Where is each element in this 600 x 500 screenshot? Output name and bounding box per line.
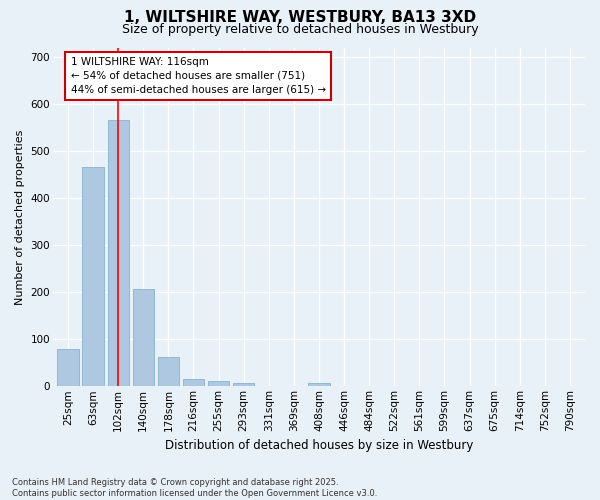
Bar [158,357,179,386]
Bar [82,168,104,386]
Text: 1 WILTSHIRE WAY: 116sqm
← 54% of detached houses are smaller (751)
44% of semi-d: 1 WILTSHIRE WAY: 116sqm ← 54% of detache… [71,57,326,95]
Bar [308,383,329,386]
Bar [107,120,129,386]
Text: Contains HM Land Registry data © Crown copyright and database right 2025.
Contai: Contains HM Land Registry data © Crown c… [12,478,377,498]
Bar [58,348,79,387]
Y-axis label: Number of detached properties: Number of detached properties [15,129,25,304]
Bar [208,381,229,386]
Bar [183,378,204,386]
Bar [233,383,254,386]
Bar [133,289,154,386]
Text: Size of property relative to detached houses in Westbury: Size of property relative to detached ho… [122,22,478,36]
Text: 1, WILTSHIRE WAY, WESTBURY, BA13 3XD: 1, WILTSHIRE WAY, WESTBURY, BA13 3XD [124,10,476,25]
X-axis label: Distribution of detached houses by size in Westbury: Distribution of detached houses by size … [165,440,473,452]
